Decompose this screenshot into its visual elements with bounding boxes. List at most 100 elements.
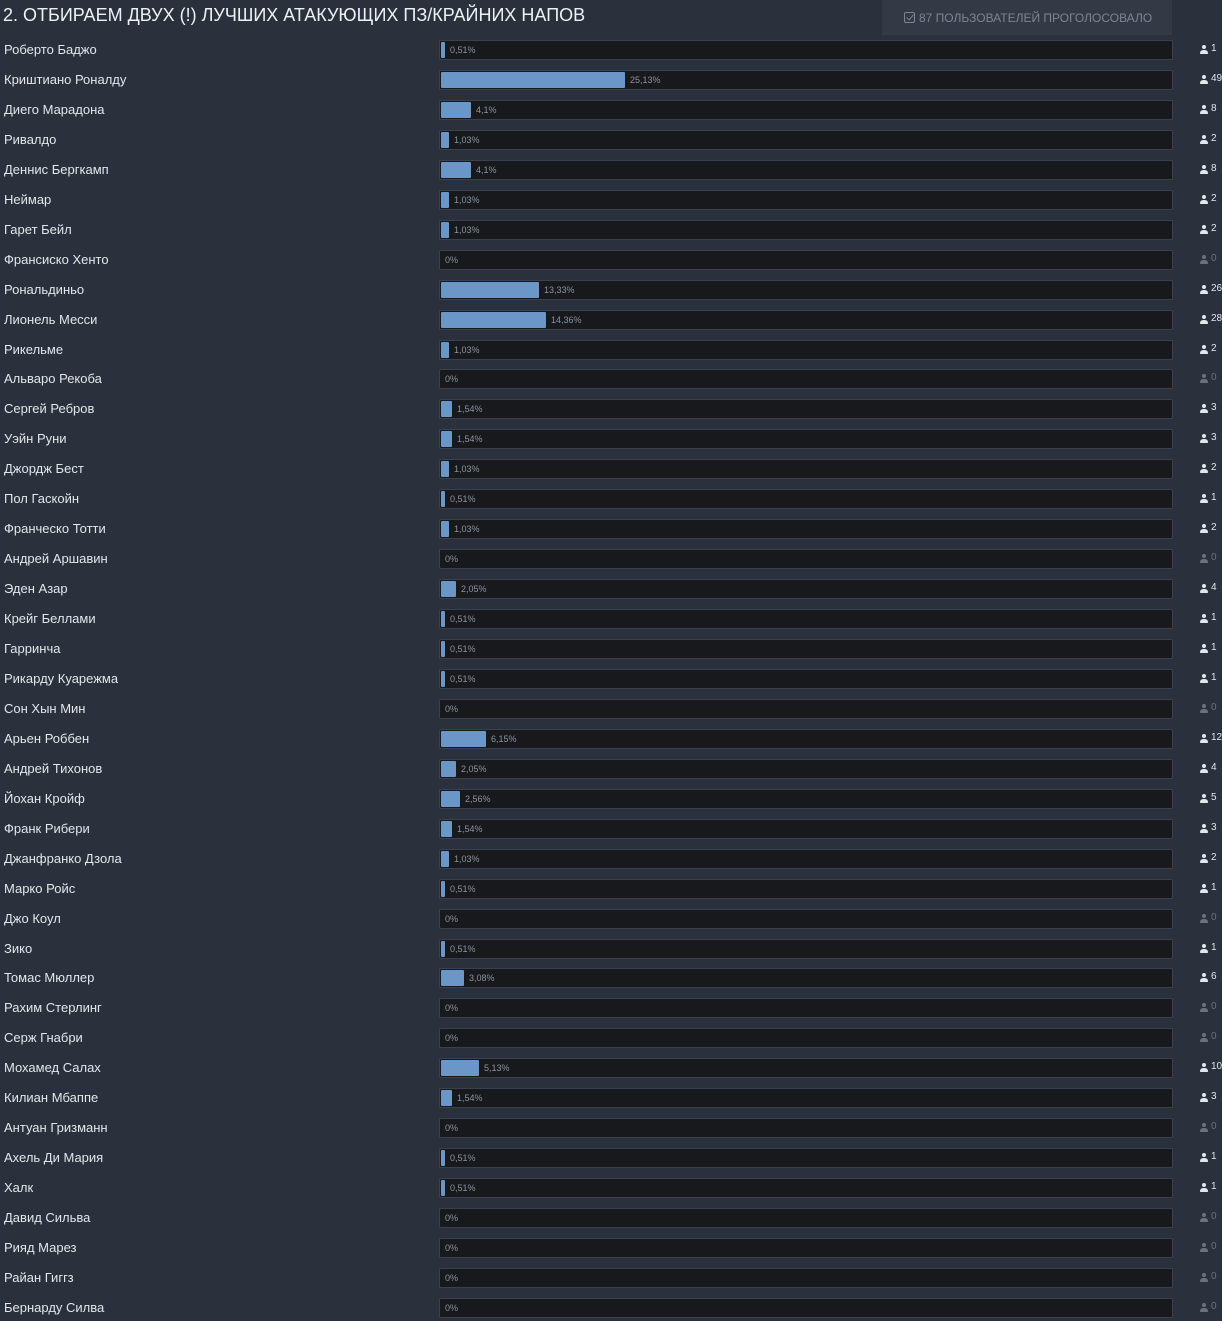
vote-count: 0	[1200, 250, 1217, 268]
user-icon	[1200, 284, 1208, 294]
option-name: Марко Ройс	[4, 881, 76, 896]
poll-option-row: Гарет Бейл 1,03% 2	[0, 220, 1222, 250]
option-name: Антуан Гризманн	[4, 1120, 108, 1135]
result-bar-fill	[441, 1150, 445, 1166]
vote-count-value: 0	[1211, 372, 1217, 383]
result-bar-track: 1,03%	[439, 130, 1173, 150]
option-name: Арьен Роббен	[4, 731, 90, 746]
vote-count: 3	[1200, 819, 1217, 837]
vote-count-value: 0	[1211, 1121, 1217, 1132]
vote-count: 2	[1200, 130, 1217, 148]
vote-count: 0	[1200, 549, 1217, 567]
result-bar-track: 5,13%	[439, 1058, 1173, 1078]
vote-count: 3	[1200, 1088, 1217, 1106]
vote-count: 0	[1200, 1298, 1217, 1316]
result-percent: 0%	[445, 1243, 459, 1253]
poll-option-row: Диего Марадона 4,1% 8	[0, 100, 1222, 130]
result-bar-track: 13,33%	[439, 280, 1173, 300]
vote-count: 10	[1200, 1058, 1222, 1076]
result-bar-fill	[441, 102, 471, 118]
option-name: Зико	[4, 941, 33, 956]
vote-count: 1	[1200, 489, 1217, 507]
vote-count-value: 3	[1211, 822, 1217, 833]
poll-option-row: Мохамед Салах 5,13% 10	[0, 1058, 1222, 1088]
vote-count-value: 6	[1211, 971, 1217, 982]
option-name: Гарет Бейл	[4, 222, 72, 237]
vote-count-value: 0	[1211, 1031, 1217, 1042]
result-percent: 0,51%	[450, 884, 476, 894]
vote-count-value: 5	[1211, 792, 1217, 803]
user-icon	[1200, 254, 1208, 264]
vote-count-value: 1	[1211, 612, 1217, 623]
result-percent: 1,03%	[454, 135, 480, 145]
result-percent: 1,54%	[457, 434, 483, 444]
poll-option-row: Андрей Аршавин 0% 0	[0, 549, 1222, 579]
result-percent: 1,03%	[454, 854, 480, 864]
poll-option-row: Бернарду Силва 0% 0	[0, 1298, 1222, 1321]
vote-count: 2	[1200, 849, 1217, 867]
result-bar-fill	[441, 821, 452, 837]
poll-option-row: Крейг Беллами 0,51% 1	[0, 609, 1222, 639]
result-bar-fill	[441, 791, 460, 807]
poll-option-row: Рональдиньо 13,33% 26	[0, 280, 1222, 310]
result-bar-track: 2,05%	[439, 579, 1173, 599]
user-icon	[1200, 1152, 1208, 1162]
result-bar-fill	[441, 282, 539, 298]
result-bar-fill	[441, 42, 445, 58]
vote-count: 2	[1200, 340, 1217, 358]
option-name: Гарринча	[4, 641, 61, 656]
result-bar-track: 3,08%	[439, 968, 1173, 988]
poll-option-row: Рияд Марез 0% 0	[0, 1238, 1222, 1268]
result-bar-track: 0%	[439, 1238, 1173, 1258]
vote-count-value: 2	[1211, 852, 1217, 863]
option-name: Джо Коул	[4, 911, 61, 926]
vote-count-value: 0	[1211, 1301, 1217, 1312]
result-bar-fill	[441, 312, 546, 328]
result-bar-track: 0,51%	[439, 669, 1173, 689]
result-bar-fill	[441, 731, 486, 747]
result-percent: 0%	[445, 914, 459, 924]
result-bar-track: 14,36%	[439, 310, 1173, 330]
voters-count-badge: 87 ПОЛЬЗОВАТЕЛЕЙ ПРОГОЛОСОВАЛО	[882, 0, 1172, 35]
vote-count-value: 49	[1211, 73, 1222, 84]
vote-count: 5	[1200, 789, 1217, 807]
vote-count: 0	[1200, 369, 1217, 387]
user-icon	[1200, 1212, 1208, 1222]
user-icon	[1200, 314, 1208, 324]
result-bar-track: 1,54%	[439, 429, 1173, 449]
vote-count-value: 0	[1211, 552, 1217, 563]
vote-count: 0	[1200, 909, 1217, 927]
option-name: Килиан Мбаппе	[4, 1090, 99, 1105]
poll-option-row: Йохан Кройф 2,56% 5	[0, 789, 1222, 819]
user-icon	[1200, 104, 1208, 114]
result-bar-track: 0%	[439, 250, 1173, 270]
result-bar-track: 0,51%	[439, 609, 1173, 629]
user-icon	[1200, 853, 1208, 863]
result-percent: 2,05%	[461, 584, 487, 594]
result-bar-fill	[441, 1090, 452, 1106]
result-percent: 1,03%	[454, 464, 480, 474]
option-name: Эден Азар	[4, 581, 68, 596]
poll-option-row: Сон Хын Мин 0% 0	[0, 699, 1222, 729]
option-name: Франк Рибери	[4, 821, 90, 836]
vote-count: 0	[1200, 1238, 1217, 1256]
vote-count: 8	[1200, 160, 1217, 178]
option-name: Халк	[4, 1180, 34, 1195]
vote-count: 1	[1200, 669, 1217, 687]
result-bar-track: 1,54%	[439, 399, 1173, 419]
vote-count-value: 1	[1211, 1151, 1217, 1162]
vote-count-value: 1	[1211, 1181, 1217, 1192]
result-percent: 0,51%	[450, 944, 476, 954]
result-bar-fill	[441, 1060, 479, 1076]
option-name: Рахим Стерлинг	[4, 1000, 102, 1015]
option-name: Томас Мюллер	[4, 970, 95, 985]
result-percent: 0%	[445, 554, 459, 564]
result-bar-fill	[441, 132, 449, 148]
result-bar-track: 0%	[439, 909, 1173, 929]
result-percent: 0%	[445, 1003, 459, 1013]
result-bar-track: 6,15%	[439, 729, 1173, 749]
vote-count-value: 3	[1211, 432, 1217, 443]
result-bar-track: 1,03%	[439, 519, 1173, 539]
vote-count-value: 8	[1211, 163, 1217, 174]
option-name: Уэйн Руни	[4, 431, 67, 446]
